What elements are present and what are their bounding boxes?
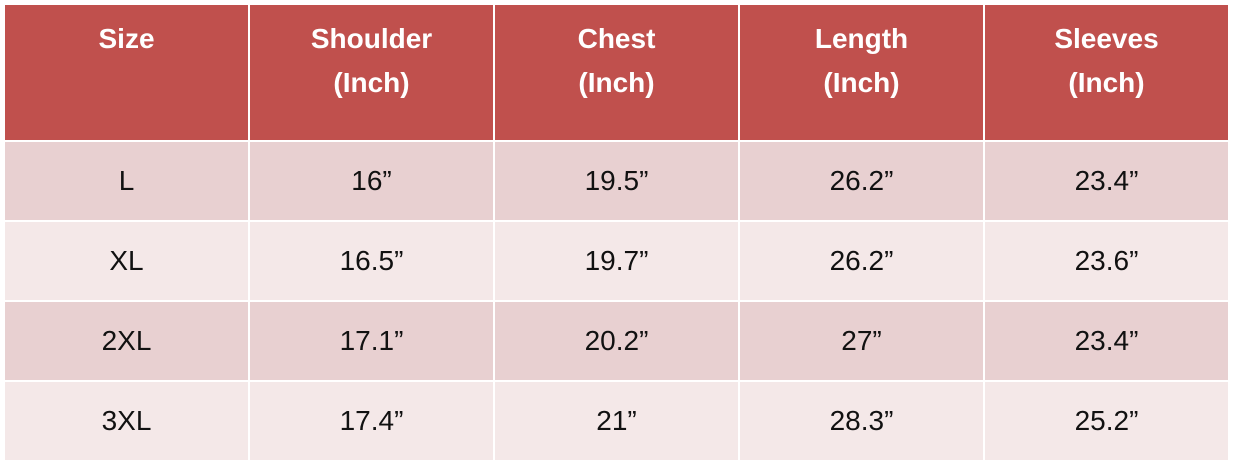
header-text: (Inch): [1068, 67, 1145, 98]
table-row: L 16” 19.5” 26.2” 23.4”: [5, 142, 1228, 220]
measure-cell: 26.2”: [740, 142, 983, 220]
measure-cell: 16.5”: [250, 222, 493, 300]
measure-cell: 21”: [495, 382, 738, 460]
header-cell: Size: [5, 5, 248, 140]
table-row: 3XL 17.4” 21” 28.3” 25.2”: [5, 382, 1228, 460]
size-cell: 3XL: [5, 382, 248, 460]
header-text: Shoulder: [310, 23, 433, 54]
table-row: 2XL 17.1” 20.2” 27” 23.4”: [5, 302, 1228, 380]
header-cell: Shoulder (Inch): [250, 5, 493, 140]
header-cell: Chest (Inch): [495, 5, 738, 140]
table-row: XL 16.5” 19.7” 26.2” 23.6”: [5, 222, 1228, 300]
measure-cell: 19.5”: [495, 142, 738, 220]
header-text: Length: [814, 23, 909, 54]
measure-cell: 26.2”: [740, 222, 983, 300]
measure-cell: 27”: [740, 302, 983, 380]
header-row: Size Shoulder (Inch) Chest (Inch) Length (Inch…: [5, 5, 1228, 140]
header-cell: Sleeves (Inch): [985, 5, 1228, 140]
measure-cell: 19.7”: [495, 222, 738, 300]
measure-cell: 17.1”: [250, 302, 493, 380]
measure-cell: 17.4”: [250, 382, 493, 460]
size-cell: L: [5, 142, 248, 220]
measure-cell: 16”: [250, 142, 493, 220]
measure-cell: 20.2”: [495, 302, 738, 380]
header-text: Sleeves: [1054, 23, 1159, 54]
measure-cell: 23.6”: [985, 222, 1228, 300]
measure-cell: 25.2”: [985, 382, 1228, 460]
header-text: Size: [98, 23, 155, 54]
header-text: (Inch): [823, 67, 900, 98]
table-body: L 16” 19.5” 26.2” 23.4” XL 16.5” 19.7” 26.2” 23.6…: [5, 142, 1228, 460]
header-cell: Length (Inch): [740, 5, 983, 140]
measure-cell: 23.4”: [985, 142, 1228, 220]
measure-cell: 23.4”: [985, 302, 1228, 380]
header-text: (Inch): [578, 67, 655, 98]
size-cell: 2XL: [5, 302, 248, 380]
size-cell: XL: [5, 222, 248, 300]
header-text: Chest: [577, 23, 656, 54]
header-text: (Inch): [333, 67, 410, 98]
measure-cell: 28.3”: [740, 382, 983, 460]
table-header: Size Shoulder (Inch) Chest (Inch) Length (Inch…: [5, 5, 1228, 140]
size-table: Size Shoulder (Inch) Chest (Inch) Length (Inch…: [3, 3, 1230, 462]
